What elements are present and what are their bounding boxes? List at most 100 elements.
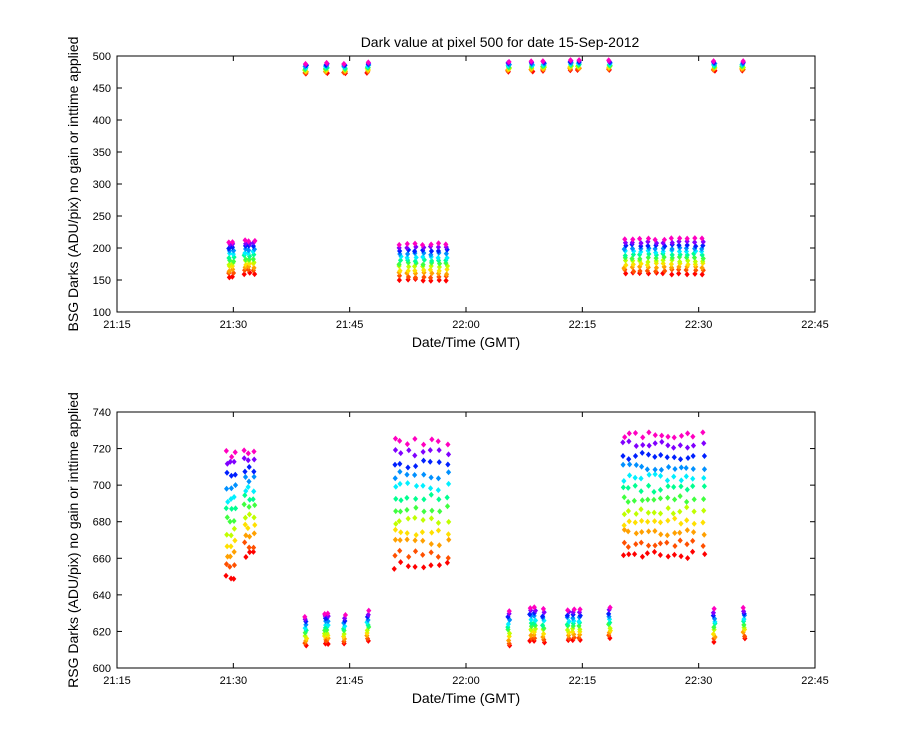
rsg-data-point (700, 496, 707, 503)
bsg-y-tick-label: 400 (93, 115, 111, 127)
rsg-data-point (685, 455, 691, 462)
rsg-data-point (711, 605, 717, 612)
rsg-data-point (678, 432, 685, 439)
rsg-data-point (445, 480, 452, 487)
rsg-data-point (231, 525, 237, 532)
rsg-data-point (532, 625, 539, 632)
rsg-data-point (684, 541, 690, 548)
rsg-data-point (245, 457, 251, 464)
bsg-y-tick-label: 250 (93, 211, 111, 223)
rsg-data-point (684, 444, 691, 451)
rsg-data-point (684, 517, 690, 524)
rsg-data-point (671, 484, 677, 491)
rsg-y-tick-label: 740 (93, 407, 111, 419)
bsg-x-tick-label: 22:30 (685, 319, 713, 331)
rsg-data-point (445, 469, 452, 476)
rsg-data-point (321, 630, 328, 637)
rsg-data-point (413, 482, 420, 489)
rsg-axes-frame (116, 411, 816, 669)
rsg-data-point (620, 453, 626, 460)
rsg-data-point (406, 553, 412, 560)
rsg-data-point (428, 562, 434, 569)
rsg-data-point (532, 622, 538, 629)
rsg-data-point (677, 508, 683, 515)
bsg-data-point (638, 248, 644, 255)
rsg-data-point (241, 455, 247, 462)
bsg-data-point (668, 235, 674, 242)
rsg-data-point (302, 625, 308, 632)
rsg-data-point (227, 518, 233, 525)
bsg-data-point (435, 248, 442, 255)
rsg-data-point (251, 448, 257, 455)
rsg-data-point (690, 466, 696, 473)
rsg-data-point (626, 551, 632, 558)
rsg-data-point (645, 509, 651, 516)
bsg-data-point (396, 244, 402, 251)
bsg-data-point (406, 263, 412, 270)
rsg-data-point (324, 637, 330, 644)
rsg-data-point (412, 435, 418, 442)
rsg-data-point (665, 553, 671, 560)
bsg-data-point (241, 271, 247, 278)
rsg-data-point (397, 547, 403, 554)
bsg-x-tick-label: 21:45 (336, 319, 364, 331)
rsg-data-point (325, 610, 331, 617)
rsg-data-point (229, 505, 235, 512)
bsg-data-point (693, 267, 699, 274)
rsg-data-point (250, 544, 257, 551)
rsg-y-axis-label: RSG Darks (ADU/pix) no gain or inttime a… (65, 392, 81, 688)
bsg-data-point (435, 257, 442, 264)
rsg-data-point (427, 458, 433, 465)
rsg-data-point (245, 483, 251, 490)
bsg-data-point (630, 251, 637, 258)
rsg-data-point (404, 441, 410, 448)
rsg-data-point (652, 453, 658, 460)
bsg-data-point (621, 265, 627, 272)
bsg-data-point (693, 243, 699, 250)
rsg-data-point (406, 447, 412, 454)
rsg-data-point (677, 442, 683, 449)
rsg-data-point (506, 608, 512, 615)
rsg-data-point (429, 436, 435, 443)
rsg-data-point (657, 519, 664, 526)
rsg-data-point (541, 617, 547, 624)
rsg-data-point (621, 477, 627, 484)
bsg-data-point (630, 236, 636, 243)
rsg-data-point (691, 508, 697, 515)
rsg-data-point (677, 493, 683, 500)
rsg-data-point (397, 508, 404, 515)
rsg-data-point (223, 447, 229, 454)
rsg-data-point (665, 505, 671, 512)
rsg-data-point (435, 475, 442, 482)
rsg-data-point (421, 471, 427, 478)
bsg-data-point (365, 59, 371, 66)
bsg-data-point (436, 267, 442, 274)
rsg-data-point (665, 494, 671, 501)
bsg-data-point (685, 261, 691, 268)
rsg-data-point (690, 483, 696, 490)
rsg-data-point (685, 430, 691, 437)
bsg-data-point (397, 267, 403, 274)
bsg-data-point (250, 243, 257, 250)
rsg-data-point (231, 517, 237, 524)
rsg-data-point (639, 463, 645, 470)
bsg-data-point (421, 274, 427, 281)
rsg-data-point (435, 438, 441, 445)
rsg-data-point (627, 461, 633, 468)
bsg-data-point (683, 248, 690, 255)
bsg-y-tick-label: 150 (93, 275, 111, 287)
rsg-data-point (701, 507, 707, 514)
rsg-data-point (621, 494, 627, 501)
rsg-data-point (631, 551, 638, 558)
bsg-data-point (567, 57, 574, 64)
rsg-data-point (652, 440, 658, 447)
rsg-data-point (412, 452, 418, 459)
rsg-data-point (223, 505, 229, 512)
rsg-data-point (428, 540, 434, 547)
bsg-data-point (661, 254, 667, 261)
rsg-data-point (445, 555, 451, 562)
rsg-data-point (531, 637, 537, 644)
rsg-data-point (420, 551, 426, 558)
rsg-data-point (540, 630, 547, 637)
rsg-data-point (420, 441, 427, 448)
